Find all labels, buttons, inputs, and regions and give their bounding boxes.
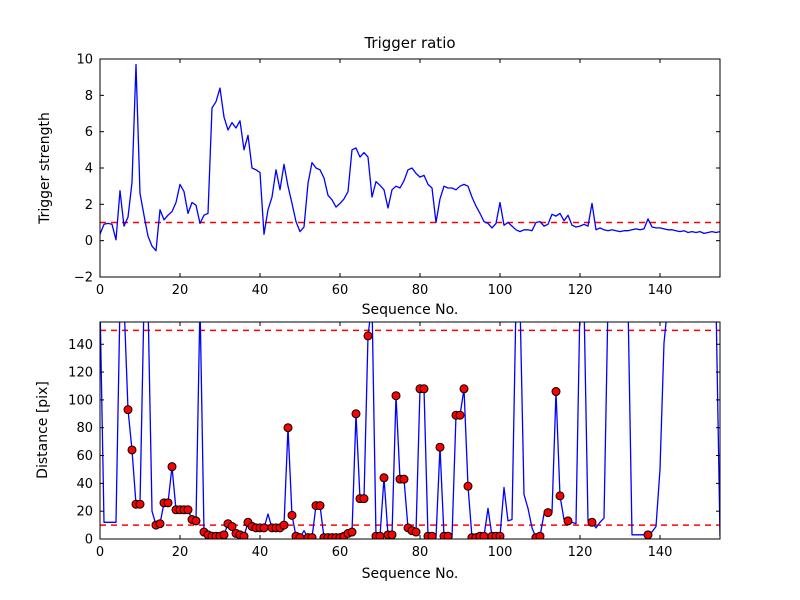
bottom-plot-marker bbox=[455, 410, 465, 420]
bottom-plot-marker bbox=[163, 498, 173, 508]
bottom-plot: 0 20 40 60 80 100 120 140 0 20 40 60 80 100 120 140 bbox=[68, 321, 721, 560]
bottom-plot-series-line bbox=[100, 322, 720, 539]
top-plot-ytick-label: 6 bbox=[85, 125, 93, 140]
top-plot-xtick-label: 20 bbox=[172, 283, 189, 298]
bottom-plot-marker bbox=[427, 531, 437, 539]
bottom-plot-xtick-label: 60 bbox=[332, 545, 349, 560]
bottom-plot-ytick-label: 140 bbox=[68, 338, 93, 353]
bottom-plot-ytick-label: 120 bbox=[68, 366, 93, 381]
bottom-plot-xtick-label: 80 bbox=[412, 545, 429, 560]
bottom-plot-marker bbox=[127, 445, 137, 455]
top-plot-ytick-label: 8 bbox=[85, 89, 93, 104]
bottom-plot-marker bbox=[295, 533, 305, 539]
top-plot-xtick-label: 140 bbox=[648, 283, 673, 298]
bottom-plot-marker bbox=[135, 499, 145, 509]
bottom-plot-marker bbox=[279, 520, 289, 530]
top-plot-ytick-label: −2 bbox=[74, 271, 93, 286]
bottom-plot-xtick-label: 120 bbox=[568, 545, 593, 560]
bottom-plot-marker bbox=[391, 391, 401, 401]
bottom-plot-xtick-label: 40 bbox=[252, 545, 269, 560]
bottom-plot-marker bbox=[287, 510, 297, 520]
bottom-plot-spines bbox=[99, 321, 721, 540]
bottom-plot-marker bbox=[359, 494, 369, 504]
top-plot-spines bbox=[99, 58, 721, 278]
bottom-plot-marker bbox=[307, 533, 317, 539]
bottom-plot-marker bbox=[411, 527, 421, 537]
bottom-plot-marker bbox=[643, 530, 653, 539]
bottom-plot-marker bbox=[459, 384, 469, 394]
bottom-plot-marker bbox=[387, 530, 397, 539]
bottom-plot-ytick-label: 40 bbox=[76, 477, 93, 492]
bottom-plot-marker bbox=[315, 501, 325, 511]
bottom-plot-marker bbox=[443, 531, 453, 539]
bottom-plot-xtick-label: 100 bbox=[488, 545, 513, 560]
top-plot-xtick-label: 60 bbox=[332, 283, 349, 298]
top-plot-series-line bbox=[100, 63, 720, 252]
bottom-plot-ytick-label: 20 bbox=[76, 505, 93, 520]
top-plot-ytick-label: 4 bbox=[85, 162, 93, 177]
bottom-plot-marker bbox=[399, 474, 409, 484]
bottom-plot-ytick-label: 60 bbox=[76, 449, 93, 464]
bottom-plot-marker bbox=[259, 523, 269, 533]
bottom-plot-ytick-label: 100 bbox=[68, 393, 93, 408]
bottom-plot-marker bbox=[587, 517, 597, 527]
top-plot-xtick-label: 0 bbox=[96, 283, 104, 298]
bottom-plot-xtick-label: 0 bbox=[96, 545, 104, 560]
bottom-plot-marker bbox=[283, 423, 293, 433]
bottom-plot-marker bbox=[419, 384, 429, 394]
bottom-plot-xtick-label: 20 bbox=[172, 545, 189, 560]
bottom-plot-marker bbox=[551, 387, 561, 397]
top-plot-xtick-label: 40 bbox=[252, 283, 269, 298]
bottom-plot-marker bbox=[167, 462, 177, 472]
bottom-plot-marker bbox=[555, 491, 565, 501]
bottom-plot-marker bbox=[155, 519, 165, 529]
bottom-plot-marker bbox=[563, 516, 573, 526]
bottom-plot-marker bbox=[239, 531, 249, 539]
top-plot-ytick-label: 10 bbox=[76, 53, 93, 68]
bottom-plot-marker bbox=[351, 409, 361, 419]
bottom-plot-marker bbox=[227, 521, 237, 531]
bottom-plot-marker bbox=[363, 331, 373, 341]
bottom-plot-marker bbox=[123, 405, 133, 415]
bottom-plot-xlabel: Sequence No. bbox=[361, 566, 459, 582]
bottom-plot-ylabel: Distance [pix] bbox=[35, 381, 51, 479]
bottom-plot-ytick-label: 0 bbox=[85, 533, 93, 548]
bottom-plot-marker bbox=[463, 481, 473, 491]
top-plot-ylabel: Trigger strength bbox=[37, 112, 53, 224]
top-plot-xtick-label: 80 bbox=[412, 283, 429, 298]
top-plot-ytick-label: 0 bbox=[85, 234, 93, 249]
bottom-plot-xtick-label: 140 bbox=[648, 545, 673, 560]
top-plot-xtick-label: 100 bbox=[488, 283, 513, 298]
bottom-plot-marker bbox=[379, 473, 389, 483]
top-plot-ytick-label: 2 bbox=[85, 198, 93, 213]
bottom-plot-marker bbox=[219, 530, 229, 539]
bottom-plot-marker bbox=[435, 442, 445, 452]
bottom-plot-marker bbox=[347, 527, 357, 537]
bottom-plot-marker bbox=[183, 505, 193, 515]
top-plot-xtick-label: 120 bbox=[568, 283, 593, 298]
bottom-plot-marker bbox=[543, 508, 553, 518]
top-plot-xlabel: Sequence No. bbox=[361, 302, 459, 318]
bottom-plot-marker bbox=[191, 516, 201, 526]
bottom-plot-ytick-label: 80 bbox=[76, 421, 93, 436]
top-plot-title: Trigger ratio bbox=[364, 34, 456, 52]
bottom-plot-marker bbox=[535, 531, 545, 539]
